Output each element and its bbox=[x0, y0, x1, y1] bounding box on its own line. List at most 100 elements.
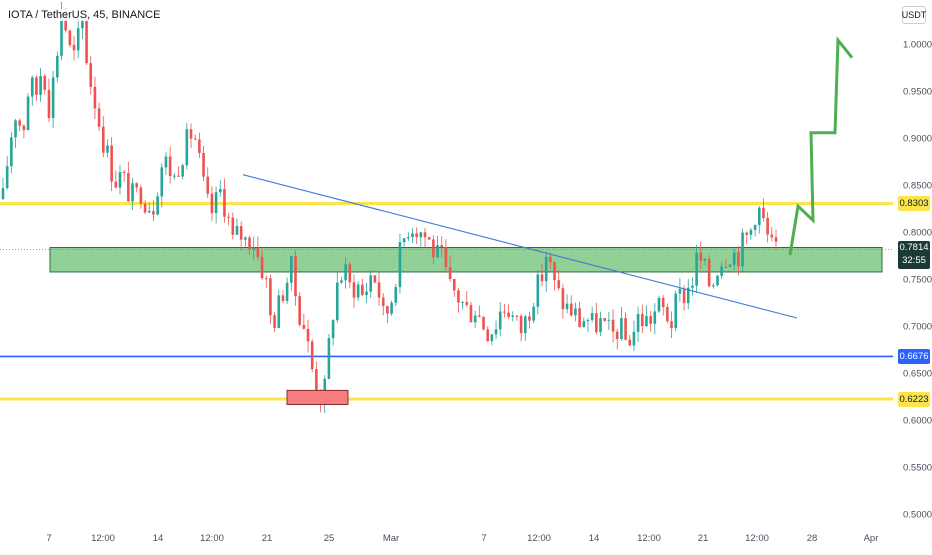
candle-body bbox=[766, 217, 769, 235]
candle-body bbox=[101, 126, 105, 153]
candle-body bbox=[707, 258, 711, 287]
candle-body bbox=[89, 63, 93, 87]
candle-body bbox=[478, 315, 481, 317]
candle-body bbox=[365, 291, 368, 296]
candle-body bbox=[691, 285, 694, 288]
candle-body bbox=[252, 247, 256, 250]
x-tick-label: 14 bbox=[589, 533, 600, 544]
candle-body bbox=[486, 329, 489, 342]
candle-body bbox=[30, 77, 34, 97]
candle-body bbox=[114, 181, 118, 188]
candle-body bbox=[206, 176, 210, 194]
candle-body bbox=[624, 318, 627, 340]
x-tick-label: 12:00 bbox=[527, 533, 551, 544]
candle-body bbox=[657, 297, 661, 312]
candle-body bbox=[193, 138, 197, 140]
price-tag-resistance: 0.8303 bbox=[898, 196, 930, 212]
candle-body bbox=[352, 282, 356, 298]
candle-body bbox=[749, 229, 753, 235]
y-tick-label: 0.6000 bbox=[903, 416, 932, 427]
candle-body bbox=[640, 313, 644, 327]
demand-zone bbox=[49, 247, 883, 273]
candle-body bbox=[377, 282, 381, 298]
candle-body bbox=[22, 125, 26, 131]
candle-body bbox=[515, 315, 519, 317]
candle-body bbox=[327, 338, 331, 379]
candle-body bbox=[177, 175, 180, 177]
x-tick-label: 12:00 bbox=[200, 533, 224, 544]
candle-body bbox=[699, 252, 703, 261]
candle-body bbox=[218, 189, 222, 193]
y-tick-label: 0.9000 bbox=[903, 134, 932, 145]
candle-body bbox=[728, 264, 732, 267]
current-price-tag: 0.7814 32:55 bbox=[898, 241, 930, 270]
candle-body bbox=[260, 256, 264, 279]
candle-body bbox=[419, 232, 423, 238]
candle-body bbox=[423, 232, 427, 238]
candle-body bbox=[239, 226, 243, 240]
candle-body bbox=[461, 302, 464, 304]
candle-body bbox=[231, 217, 235, 235]
candle-body bbox=[143, 203, 147, 213]
candle-body bbox=[716, 275, 719, 286]
y-tick-label: 0.7500 bbox=[903, 275, 932, 286]
candle-body bbox=[39, 75, 42, 95]
candle-body bbox=[1, 188, 5, 200]
candle-body bbox=[139, 187, 143, 204]
candle-body bbox=[118, 172, 122, 188]
low-box bbox=[286, 389, 349, 405]
x-tick-label: 25 bbox=[324, 533, 335, 544]
candle-body bbox=[248, 237, 251, 250]
candle-body bbox=[557, 280, 561, 289]
candle-body bbox=[578, 308, 581, 328]
candle-body bbox=[762, 207, 765, 218]
candle-body bbox=[344, 264, 347, 281]
candle-body bbox=[181, 165, 184, 177]
candle-body bbox=[523, 316, 527, 334]
price-tag-support: 0.6676 bbox=[898, 348, 930, 364]
y-tick-label: 0.8500 bbox=[903, 181, 932, 192]
candle-body bbox=[603, 318, 606, 321]
x-tick-label: 14 bbox=[153, 533, 164, 544]
candle-body bbox=[569, 303, 573, 316]
candle-body bbox=[469, 304, 473, 323]
candle-body bbox=[244, 237, 247, 240]
candle-body bbox=[741, 232, 744, 267]
candle-body bbox=[720, 266, 723, 276]
candle-body bbox=[632, 331, 636, 346]
candle-body bbox=[511, 315, 515, 317]
candle-body bbox=[14, 120, 17, 138]
candle-body bbox=[264, 278, 268, 280]
currency-badge[interactable]: USDT bbox=[902, 6, 926, 24]
candle-body bbox=[214, 192, 218, 213]
candle-body bbox=[394, 287, 398, 303]
candle-body bbox=[440, 245, 444, 247]
y-tick-label: 0.6500 bbox=[903, 369, 932, 380]
candle-body bbox=[507, 312, 510, 317]
candle-body bbox=[81, 18, 84, 29]
candle-body bbox=[498, 311, 502, 330]
candle-body bbox=[256, 247, 260, 257]
candle-body bbox=[494, 329, 498, 335]
candle-body bbox=[72, 44, 76, 51]
candle-body bbox=[273, 315, 276, 328]
candle-body bbox=[549, 256, 552, 263]
candle-body bbox=[302, 324, 306, 329]
candle-body bbox=[427, 237, 431, 240]
candle-body bbox=[127, 172, 130, 202]
candle-body bbox=[457, 290, 460, 303]
candle-body bbox=[490, 334, 494, 342]
y-tick-label: 0.5000 bbox=[903, 510, 932, 521]
candle-body bbox=[448, 267, 452, 279]
candle-body bbox=[682, 288, 686, 304]
candle-body bbox=[452, 278, 456, 291]
candle-body bbox=[147, 210, 151, 213]
candle-body bbox=[628, 339, 632, 346]
candle-body bbox=[76, 28, 80, 51]
y-tick-label: 0.5500 bbox=[903, 463, 932, 474]
candle-body bbox=[331, 320, 335, 339]
candle-body bbox=[185, 129, 189, 166]
candle-body bbox=[10, 137, 13, 167]
